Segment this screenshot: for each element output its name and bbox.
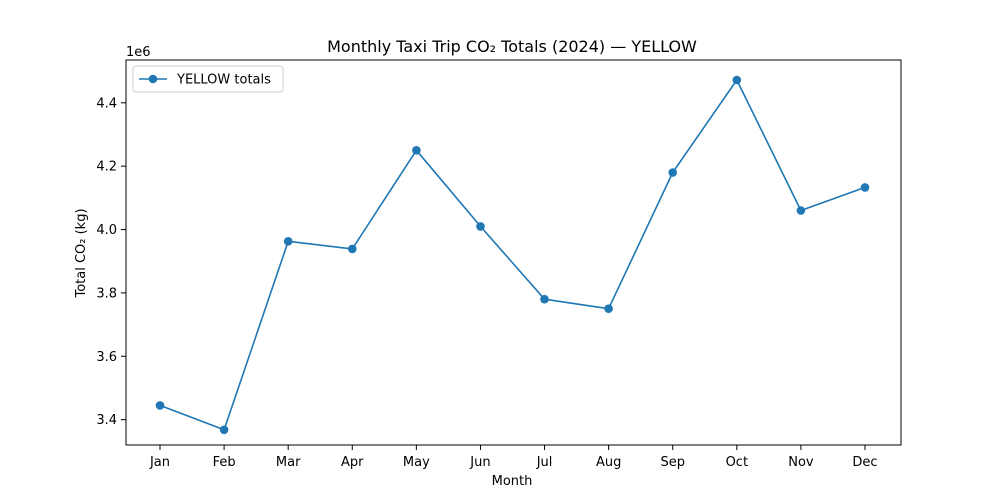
data-point bbox=[604, 304, 613, 314]
x-tick-label: Nov bbox=[788, 455, 814, 470]
chart-title: Monthly Taxi Trip CO₂ Totals (2024) — YE… bbox=[327, 37, 697, 56]
data-point bbox=[476, 222, 485, 231]
x-tick-label: Mar bbox=[276, 455, 301, 470]
y-tick-label: 4.4 bbox=[96, 96, 117, 111]
x-tick-label: Jan bbox=[149, 455, 170, 470]
x-tick-label: Dec bbox=[852, 455, 877, 470]
x-tick-label: Jul bbox=[536, 455, 553, 470]
x-tick-label: Feb bbox=[213, 455, 236, 470]
x-tick-label: Apr bbox=[341, 455, 364, 470]
x-tick-label: May bbox=[403, 455, 430, 470]
data-point bbox=[283, 237, 293, 246]
x-tick-label: Sep bbox=[660, 455, 685, 470]
y-tick-label: 4.2 bbox=[96, 160, 117, 175]
data-point bbox=[540, 294, 549, 304]
series-line bbox=[159, 79, 866, 431]
plot-frame bbox=[125, 59, 902, 446]
y-axis-label: Total CO₂ (kg) bbox=[74, 208, 89, 298]
data-point bbox=[796, 206, 806, 215]
legend-box bbox=[132, 65, 284, 93]
data-point bbox=[732, 75, 742, 85]
y-axis-offset-label: 1e6 bbox=[126, 45, 151, 60]
y-tick-label: 3.8 bbox=[96, 286, 117, 301]
plot-area: Jan Feb Mar Apr May Jun Jul Aug Sep Oct Nov Dec 3.4 3… bbox=[96, 59, 902, 470]
y-tick-label: 3.6 bbox=[96, 350, 117, 365]
data-point bbox=[860, 183, 870, 192]
x-tick-label: Oct bbox=[726, 455, 748, 470]
x-tick-label: Jun bbox=[469, 455, 490, 470]
y-tick-label: 3.4 bbox=[96, 413, 117, 428]
x-axis-label: Month bbox=[492, 474, 533, 489]
data-point bbox=[219, 425, 229, 435]
data-point bbox=[412, 146, 421, 155]
data-point bbox=[155, 401, 165, 410]
data-point bbox=[348, 244, 357, 254]
y-tick-label: 4.0 bbox=[96, 223, 117, 238]
x-tick-label: Aug bbox=[596, 455, 621, 470]
data-point bbox=[668, 168, 677, 177]
legend: YELLOW totals bbox=[132, 65, 284, 93]
legend-label: YELLOW totals bbox=[176, 73, 271, 88]
legend-marker bbox=[148, 74, 158, 84]
